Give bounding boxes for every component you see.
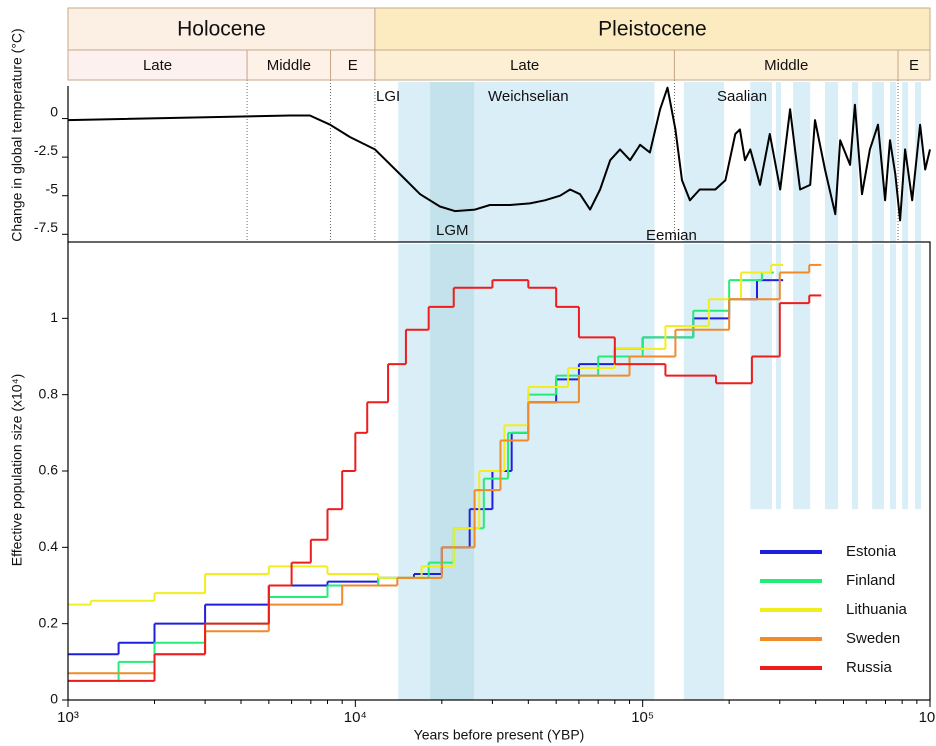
stage-label: Late — [143, 57, 172, 74]
period-band — [793, 244, 811, 510]
stage-cell — [330, 49, 376, 81]
period-band — [902, 244, 909, 510]
y-axis-label: Change in global temperature (°C) — [9, 28, 25, 241]
period-band — [872, 82, 885, 242]
y-tick-label: -5 — [46, 180, 59, 196]
stage-cell — [67, 49, 248, 81]
stage-label: Middle — [267, 57, 311, 74]
epoch-label: Holocene — [177, 18, 266, 41]
y-tick-label: 0 — [50, 103, 58, 119]
y-tick-label: 1 — [50, 309, 58, 325]
x-tick-label: 10⁵ — [631, 709, 654, 726]
period-band — [775, 244, 782, 510]
period-band — [683, 82, 725, 242]
period-band — [430, 244, 475, 700]
y-tick-label: -7.5 — [34, 219, 58, 235]
period-band — [915, 82, 922, 242]
period-band — [430, 82, 475, 242]
x-tick-label: 10⁴ — [344, 709, 367, 726]
epoch-cell — [374, 7, 931, 51]
annotation: LGI — [376, 88, 400, 105]
period-band — [750, 82, 773, 242]
legend-label: Lithuania — [846, 601, 908, 618]
x-axis-label: Years before present (YBP) — [414, 727, 585, 743]
legend-label: Sweden — [846, 630, 900, 647]
stage-label: Late — [510, 57, 539, 74]
period-band — [890, 244, 897, 510]
period-band — [851, 82, 859, 242]
annotation: LGM — [436, 222, 469, 239]
y-tick-label: 0.2 — [39, 614, 59, 630]
stage-cell — [374, 49, 675, 81]
period-band — [915, 244, 922, 510]
period-band — [775, 82, 782, 242]
period-band — [872, 244, 885, 510]
y-tick-label: 0.6 — [39, 462, 59, 478]
epoch-label: Pleistocene — [598, 18, 707, 41]
y-axis-label: Effective population size (x10⁴) — [9, 374, 25, 567]
stage-label: E — [348, 57, 358, 74]
epoch-cell — [67, 7, 376, 51]
annotation: Weichselian — [488, 88, 569, 105]
stage-label: Middle — [764, 57, 808, 74]
temperature-line — [67, 86, 931, 222]
x-tick-label: 10³ — [57, 709, 79, 726]
legend-label: Finland — [846, 572, 895, 589]
y-tick-label: 0.8 — [39, 385, 59, 401]
x-tick-label: 10⁶ — [919, 709, 936, 726]
period-band — [793, 82, 811, 242]
annotation: Eemian — [646, 227, 697, 244]
period-band — [824, 82, 839, 242]
legend-label: Estonia — [846, 543, 897, 560]
period-band — [683, 244, 725, 700]
annotation: Saalian — [717, 88, 767, 105]
period-band — [750, 244, 773, 510]
y-tick-label: 0.4 — [39, 538, 59, 554]
y-tick-label: -2.5 — [34, 142, 58, 158]
stage-cell — [897, 49, 931, 81]
period-band — [824, 244, 839, 510]
y-tick-label: 0 — [50, 691, 58, 707]
period-band — [851, 244, 859, 510]
stage-label: E — [909, 57, 919, 74]
legend-label: Russia — [846, 659, 893, 676]
